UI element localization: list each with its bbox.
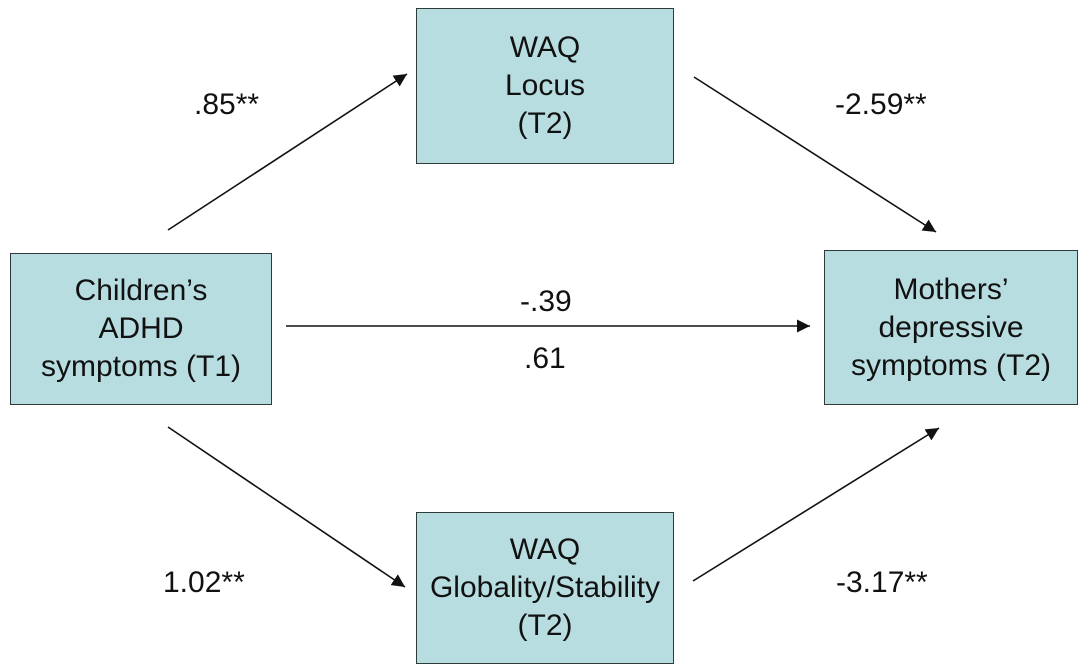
arrow-locus-to-mothers [693, 76, 937, 233]
node-childrens-adhd-symptoms: Children’s ADHD symptoms (T1) [10, 253, 272, 405]
node-label-line: symptoms (T2) [850, 348, 1051, 382]
coef-adhd-to-mothers-bottom: .61 [524, 342, 566, 375]
arrow-adhd-to-globality [167, 426, 406, 588]
coef-adhd-to-globality: 1.02** [163, 566, 245, 599]
node-label-line: Children’s [74, 274, 208, 307]
node-label-line: Locus [504, 69, 586, 102]
node-label-line: WAQ [509, 533, 581, 566]
node-waq-globality-stability: WAQ Globality/Stability (T2) [416, 512, 674, 664]
coef-globality-to-mothers: -3.17** [836, 566, 928, 599]
arrow-globality-to-mothers [692, 427, 940, 582]
node-mothers-depressive-symptoms: Mothers’ depressive symptoms (T2) [824, 250, 1078, 405]
node-label-line: Globality/Stability [429, 571, 661, 604]
node-label-line: depressive [878, 310, 1024, 344]
node-label-line: symptoms (T1) [40, 350, 241, 383]
coef-locus-to-mothers: -2.59** [835, 88, 927, 121]
coef-adhd-to-mothers-top: -.39 [520, 285, 572, 318]
node-label-line: (T2) [517, 107, 573, 140]
node-label-line: WAQ [509, 31, 581, 64]
coef-adhd-to-locus: .85** [194, 88, 260, 121]
node-label-line: (T2) [517, 609, 573, 642]
node-label-line: Mothers’ [893, 272, 1009, 306]
arrow-adhd-to-locus [167, 73, 408, 231]
node-label-line: ADHD [98, 312, 184, 345]
node-waq-locus: WAQ Locus (T2) [416, 8, 674, 164]
